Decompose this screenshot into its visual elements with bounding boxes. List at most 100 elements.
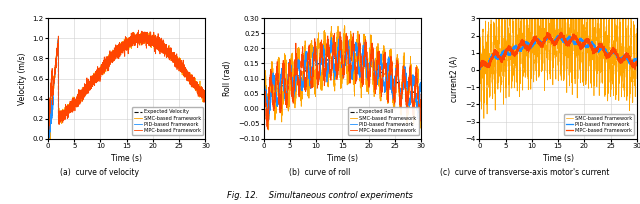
PID-based Framework [287, 64, 295, 67]
SMC-based Framework [260, 108, 268, 110]
Legend: SMC-based Framework, PID-based Framework, MPC-based Framework: SMC-based Framework, PID-based Framework… [564, 113, 634, 135]
SMC-based Framework [182, 70, 189, 72]
MPC-based Framework [536, 44, 543, 47]
PID-based Framework [414, 109, 422, 112]
PID-based Framework [265, 119, 273, 121]
PID-based Framework [476, 69, 483, 71]
PID-based Framework [278, 76, 285, 79]
Expected Velocity [198, 93, 206, 95]
Expected Roll [397, 84, 405, 86]
Expected Roll [414, 93, 422, 96]
SMC-based Framework [198, 94, 206, 96]
MPC-based Framework [134, 29, 142, 31]
PID-based Framework [202, 96, 209, 99]
MPC-based Framework [198, 96, 206, 99]
SMC-based Framework [536, 48, 544, 51]
Expected Velocity [72, 101, 79, 103]
Expected Velocity [62, 111, 70, 113]
PID-based Framework [397, 97, 405, 100]
MPC-based Framework [111, 57, 119, 59]
MPC-based Framework [320, 74, 328, 76]
Line: PID-based Framework: PID-based Framework [264, 37, 421, 120]
Y-axis label: Roll (rad): Roll (rad) [223, 61, 232, 96]
MPC-based Framework [44, 136, 52, 138]
PID-based Framework [503, 50, 511, 53]
PID-based Framework [111, 54, 119, 57]
MPC-based Framework [557, 31, 564, 33]
Expected Velocity [139, 37, 147, 40]
Line: SMC-based Framework: SMC-based Framework [264, 26, 421, 130]
Expected Velocity [202, 96, 209, 99]
Expected Velocity [44, 137, 52, 140]
Text: Fig. 12.    Simultaneous control experiments: Fig. 12. Simultaneous control experiment… [227, 191, 413, 200]
SMC-based Framework [476, 55, 483, 57]
PID-based Framework [198, 93, 206, 95]
MPC-based Framework [72, 103, 79, 105]
SMC-based Framework [493, 55, 501, 58]
SMC-based Framework [503, 45, 511, 48]
Line: Expected Roll: Expected Roll [264, 58, 421, 109]
PID-based Framework [62, 110, 70, 112]
X-axis label: Time (s): Time (s) [111, 154, 142, 163]
MPC-based Framework [202, 95, 209, 98]
Line: Expected Velocity: Expected Velocity [48, 38, 205, 139]
MPC-based Framework [493, 52, 501, 55]
PID-based Framework [104, 61, 112, 63]
Text: (b)  curve of roll: (b) curve of roll [289, 169, 351, 177]
SMC-based Framework [327, 38, 335, 40]
SMC-based Framework [44, 137, 52, 140]
SMC-based Framework [287, 61, 295, 64]
SMC-based Framework [397, 102, 405, 105]
PID-based Framework [260, 100, 268, 102]
X-axis label: Time (s): Time (s) [327, 154, 358, 163]
MPC-based Framework [630, 64, 637, 67]
Line: PID-based Framework: PID-based Framework [48, 35, 205, 139]
MPC-based Framework [327, 79, 335, 82]
MPC-based Framework [397, 104, 405, 106]
X-axis label: Time (s): Time (s) [543, 154, 573, 163]
PID-based Framework [555, 34, 563, 37]
Line: SMC-based Framework: SMC-based Framework [479, 0, 637, 118]
PID-based Framework [417, 83, 425, 85]
Text: (a)  curve of velocity: (a) curve of velocity [60, 169, 139, 177]
SMC-based Framework [414, 94, 422, 96]
SMC-based Framework [613, 58, 621, 61]
Line: MPC-based Framework: MPC-based Framework [264, 32, 421, 129]
SMC-based Framework [320, 37, 328, 39]
MPC-based Framework [417, 93, 425, 96]
SMC-based Framework [104, 63, 112, 65]
Expected Velocity [111, 53, 119, 55]
MPC-based Framework [476, 68, 483, 71]
Expected Roll [320, 60, 328, 62]
MPC-based Framework [633, 63, 640, 66]
MPC-based Framework [414, 98, 422, 101]
Y-axis label: Velocity (m/s): Velocity (m/s) [18, 52, 27, 105]
Line: SMC-based Framework: SMC-based Framework [48, 32, 205, 139]
SMC-based Framework [630, 49, 637, 51]
Legend: Expected Velocity, SMC-based Framework, PID-based Framework, MPC-based Framework: Expected Velocity, SMC-based Framework, … [132, 107, 203, 135]
SMC-based Framework [543, 25, 550, 28]
PID-based Framework [141, 34, 148, 37]
Expected Roll [278, 85, 285, 88]
SMC-based Framework [633, 27, 640, 30]
Line: MPC-based Framework: MPC-based Framework [48, 30, 205, 137]
Legend: Expected Roll, SMC-based Framework, PID-based Framework, MPC-based Framework: Expected Roll, SMC-based Framework, PID-… [348, 107, 419, 135]
SMC-based Framework [62, 110, 70, 112]
MPC-based Framework [62, 109, 70, 111]
PID-based Framework [476, 69, 483, 71]
Expected Roll [327, 58, 335, 60]
PID-based Framework [44, 137, 52, 140]
Line: PID-based Framework: PID-based Framework [479, 35, 637, 70]
MPC-based Framework [613, 53, 621, 56]
MPC-based Framework [287, 76, 295, 78]
MPC-based Framework [278, 83, 285, 85]
PID-based Framework [630, 59, 637, 61]
SMC-based Framework [202, 97, 209, 99]
MPC-based Framework [104, 62, 112, 64]
PID-based Framework [633, 59, 640, 61]
Expected Roll [417, 95, 425, 97]
MPC-based Framework [44, 135, 52, 137]
SMC-based Framework [480, 117, 488, 120]
MPC-based Framework [503, 47, 511, 50]
PID-based Framework [327, 46, 335, 48]
